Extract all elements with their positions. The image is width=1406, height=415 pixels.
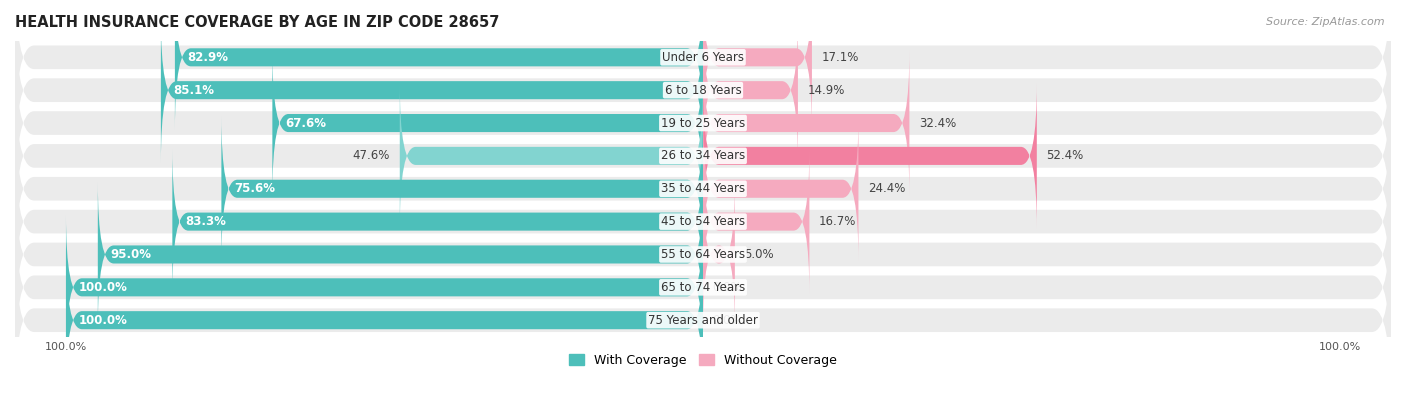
FancyBboxPatch shape [703,83,1036,229]
FancyBboxPatch shape [703,0,811,130]
FancyBboxPatch shape [703,149,810,295]
FancyBboxPatch shape [66,214,703,361]
FancyBboxPatch shape [15,200,1391,374]
FancyBboxPatch shape [15,168,1391,341]
Text: 6 to 18 Years: 6 to 18 Years [665,84,741,97]
Text: 0.0%: 0.0% [713,281,742,294]
Text: 82.9%: 82.9% [187,51,229,64]
Text: 83.3%: 83.3% [186,215,226,228]
Text: 16.7%: 16.7% [818,215,856,228]
Text: 100.0%: 100.0% [79,314,128,327]
Text: 47.6%: 47.6% [353,149,391,162]
Text: 75 Years and older: 75 Years and older [648,314,758,327]
Text: 5.0%: 5.0% [744,248,775,261]
FancyBboxPatch shape [703,17,799,163]
Text: 55 to 64 Years: 55 to 64 Years [661,248,745,261]
FancyBboxPatch shape [15,3,1391,177]
Text: 35 to 44 Years: 35 to 44 Years [661,182,745,195]
FancyBboxPatch shape [15,135,1391,308]
FancyBboxPatch shape [98,181,703,327]
Text: 14.9%: 14.9% [807,84,845,97]
Text: 0.0%: 0.0% [713,314,742,327]
FancyBboxPatch shape [15,69,1391,243]
Text: 17.1%: 17.1% [821,51,859,64]
Text: 85.1%: 85.1% [173,84,215,97]
FancyBboxPatch shape [173,149,703,295]
FancyBboxPatch shape [66,247,703,393]
FancyBboxPatch shape [15,102,1391,276]
Text: Source: ZipAtlas.com: Source: ZipAtlas.com [1267,17,1385,27]
Text: HEALTH INSURANCE COVERAGE BY AGE IN ZIP CODE 28657: HEALTH INSURANCE COVERAGE BY AGE IN ZIP … [15,15,499,30]
FancyBboxPatch shape [160,17,703,163]
Text: 24.4%: 24.4% [868,182,905,195]
FancyBboxPatch shape [703,181,735,327]
Text: 52.4%: 52.4% [1046,149,1084,162]
FancyBboxPatch shape [15,36,1391,210]
Text: 75.6%: 75.6% [235,182,276,195]
Text: 100.0%: 100.0% [79,281,128,294]
FancyBboxPatch shape [703,50,910,196]
FancyBboxPatch shape [221,116,703,262]
Text: 45 to 54 Years: 45 to 54 Years [661,215,745,228]
FancyBboxPatch shape [399,83,703,229]
Legend: With Coverage, Without Coverage: With Coverage, Without Coverage [564,349,842,372]
FancyBboxPatch shape [15,0,1391,144]
FancyBboxPatch shape [15,234,1391,407]
FancyBboxPatch shape [174,0,703,130]
Text: 32.4%: 32.4% [920,117,956,129]
Text: 65 to 74 Years: 65 to 74 Years [661,281,745,294]
Text: 26 to 34 Years: 26 to 34 Years [661,149,745,162]
FancyBboxPatch shape [273,50,703,196]
FancyBboxPatch shape [703,116,859,262]
Text: 19 to 25 Years: 19 to 25 Years [661,117,745,129]
Text: 67.6%: 67.6% [285,117,326,129]
Text: 95.0%: 95.0% [111,248,152,261]
Text: Under 6 Years: Under 6 Years [662,51,744,64]
